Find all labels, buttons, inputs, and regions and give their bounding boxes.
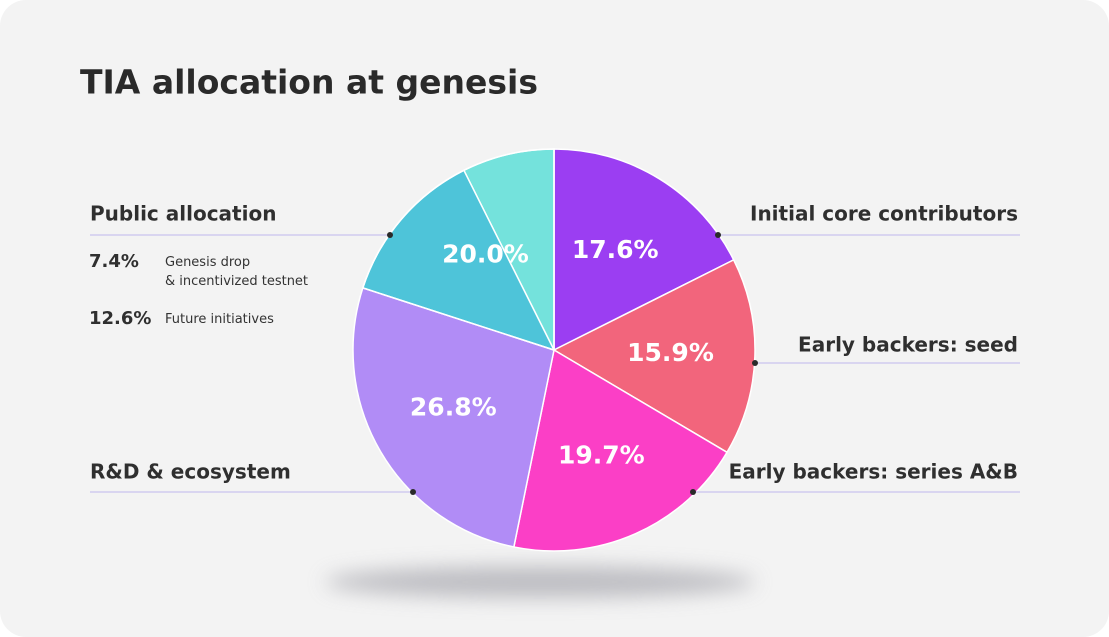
pie-slice: [352, 286, 555, 548]
pie-shadow: [325, 566, 755, 598]
pie-slice-outline: [361, 148, 555, 352]
leader-dot: [752, 360, 758, 366]
slice-value-label: 19.7%: [558, 441, 645, 470]
category-label: Early backers: series A&B: [729, 460, 1018, 484]
slice-value-label: 15.9%: [627, 338, 714, 367]
pie: 17.6% 15.9% 19.7% 26.8% 20.0%: [352, 148, 756, 552]
pie-slice: [553, 148, 735, 352]
sub-label-line: & incentivized testnet: [165, 274, 308, 289]
category-label: Early backers: seed: [798, 333, 1018, 357]
slice-value-label: 17.6%: [572, 235, 659, 264]
slice-value-label: 26.8%: [410, 393, 497, 422]
leader-dot: [387, 232, 393, 238]
chart-title: TIA allocation at genesis: [80, 63, 538, 102]
sub-value: 12.6%: [89, 308, 151, 329]
sub-label: Future initiatives: [165, 312, 274, 327]
slice-value-label: 20.0%: [442, 240, 529, 269]
category-label: Public allocation: [90, 202, 276, 226]
pie-slice: [552, 258, 756, 454]
category-label: Initial core contributors: [750, 202, 1018, 226]
sub-value: 7.4%: [89, 251, 139, 272]
sub-label-line: Genesis drop: [165, 255, 250, 270]
pie-slice: [512, 348, 729, 552]
sub-label: Genesis drop & incentivized testnet: [165, 255, 308, 289]
category-label: R&D & ecosystem: [90, 460, 291, 484]
leader-dot: [410, 489, 416, 495]
leader-dot: [690, 489, 696, 495]
sub-label-line: Future initiatives: [165, 312, 274, 327]
leader-dot: [715, 232, 721, 238]
labels: Initial core contributors Early backers: …: [89, 202, 1020, 495]
